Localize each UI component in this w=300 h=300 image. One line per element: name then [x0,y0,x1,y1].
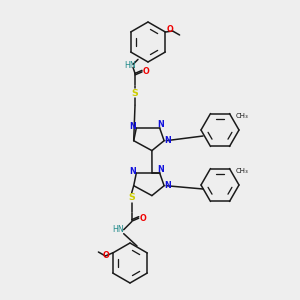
Text: O: O [142,67,149,76]
Text: N: N [129,167,136,176]
Text: N: N [165,136,172,145]
Text: CH₃: CH₃ [236,113,248,119]
Text: CH₃: CH₃ [236,168,248,174]
Text: S: S [128,193,135,202]
Text: HN: HN [124,61,136,70]
Text: N: N [165,181,172,190]
Text: N: N [157,120,164,129]
Text: N: N [157,165,164,174]
Text: O: O [103,250,110,260]
Text: S: S [132,89,138,98]
Text: N: N [129,122,136,130]
Text: HN: HN [112,225,124,234]
Text: O: O [139,214,146,223]
Text: O: O [166,26,173,34]
